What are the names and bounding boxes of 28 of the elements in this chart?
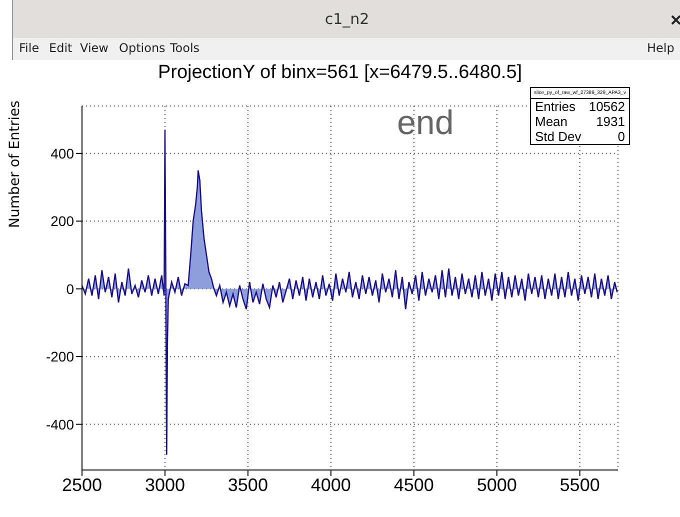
y-tick-label: -400 — [46, 416, 74, 432]
annotation: Entries — [535, 99, 576, 114]
annotation: end — [397, 104, 454, 143]
annotation: 10562 — [588, 99, 625, 114]
y-axis-title: Number of Entries — [6, 100, 23, 228]
text: Edit — [49, 41, 72, 55]
x-tick-label: 4000 — [310, 474, 351, 495]
y-tick-label: 200 — [50, 213, 74, 230]
x-tick-label: 3000 — [144, 474, 185, 495]
x-tick-label: 2500 — [62, 474, 102, 495]
text: c1_n2 — [324, 10, 370, 28]
annotation: 0 — [618, 129, 625, 144]
x-tick-label: 4500 — [394, 474, 434, 495]
chart-title: ProjectionY of binx=561 [x=6479.5..6480.5] — [156, 62, 524, 84]
annotation: Mean — [535, 114, 568, 129]
text: File — [19, 41, 40, 55]
x-tick-label: 3500 — [228, 474, 268, 495]
y-tick-label: 400 — [50, 145, 74, 162]
text: Tools — [170, 41, 200, 55]
x-tick-label: 5000 — [476, 474, 517, 495]
text: Help — [647, 41, 674, 55]
text: Options — [119, 41, 166, 55]
text: View — [80, 41, 108, 55]
annotation: 1931 — [596, 114, 625, 129]
y-tick-label: -200 — [46, 348, 74, 365]
x-tick-label: 5500 — [560, 474, 600, 495]
annotation: Std Dev — [535, 129, 582, 144]
y-tick-label: 0 — [66, 280, 74, 297]
